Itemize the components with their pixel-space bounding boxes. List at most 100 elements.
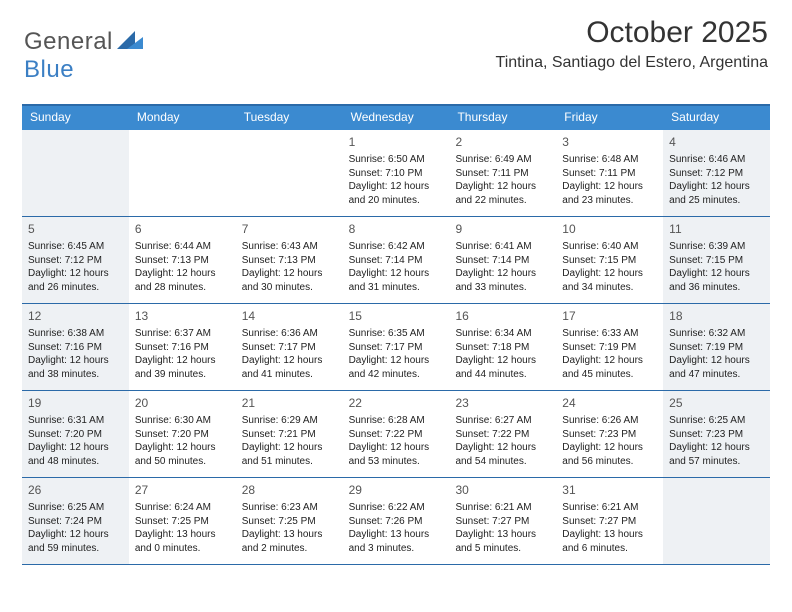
- sunset-text: Sunset: 7:27 PM: [455, 515, 552, 529]
- sunset-text: Sunset: 7:25 PM: [242, 515, 339, 529]
- calendar-cell: [663, 478, 770, 564]
- day-number: 3: [562, 134, 659, 150]
- daylight-text: Daylight: 12 hours and 23 minutes.: [562, 180, 659, 207]
- sunrise-text: Sunrise: 6:33 AM: [562, 327, 659, 341]
- calendar-header-cell: Thursday: [449, 106, 556, 130]
- day-number: 16: [455, 308, 552, 324]
- calendar-header-cell: Sunday: [22, 106, 129, 130]
- day-number: 10: [562, 221, 659, 237]
- sunrise-text: Sunrise: 6:45 AM: [28, 240, 125, 254]
- daylight-text: Daylight: 12 hours and 47 minutes.: [669, 354, 766, 381]
- calendar-cell: 2Sunrise: 6:49 AMSunset: 7:11 PMDaylight…: [449, 130, 556, 216]
- daylight-text: Daylight: 12 hours and 33 minutes.: [455, 267, 552, 294]
- calendar-cell: 5Sunrise: 6:45 AMSunset: 7:12 PMDaylight…: [22, 217, 129, 303]
- sunrise-text: Sunrise: 6:34 AM: [455, 327, 552, 341]
- sunset-text: Sunset: 7:27 PM: [562, 515, 659, 529]
- sunrise-text: Sunrise: 6:43 AM: [242, 240, 339, 254]
- sunset-text: Sunset: 7:25 PM: [135, 515, 232, 529]
- day-number: 22: [349, 395, 446, 411]
- day-number: 15: [349, 308, 446, 324]
- brand-logo: General Blue: [24, 28, 143, 84]
- day-number: 11: [669, 221, 766, 237]
- day-number: 18: [669, 308, 766, 324]
- sunrise-text: Sunrise: 6:35 AM: [349, 327, 446, 341]
- sunset-text: Sunset: 7:14 PM: [455, 254, 552, 268]
- calendar-cell: 28Sunrise: 6:23 AMSunset: 7:25 PMDayligh…: [236, 478, 343, 564]
- day-number: 1: [349, 134, 446, 150]
- brand-general: General: [24, 28, 113, 55]
- sunset-text: Sunset: 7:24 PM: [28, 515, 125, 529]
- sunrise-text: Sunrise: 6:29 AM: [242, 414, 339, 428]
- sunrise-text: Sunrise: 6:23 AM: [242, 501, 339, 515]
- day-number: 12: [28, 308, 125, 324]
- day-number: 31: [562, 482, 659, 498]
- calendar-cell: [129, 130, 236, 216]
- calendar-cell: 6Sunrise: 6:44 AMSunset: 7:13 PMDaylight…: [129, 217, 236, 303]
- sunrise-text: Sunrise: 6:49 AM: [455, 153, 552, 167]
- sunrise-text: Sunrise: 6:50 AM: [349, 153, 446, 167]
- day-number: 2: [455, 134, 552, 150]
- sunrise-text: Sunrise: 6:21 AM: [455, 501, 552, 515]
- calendar-cell: 7Sunrise: 6:43 AMSunset: 7:13 PMDaylight…: [236, 217, 343, 303]
- daylight-text: Daylight: 12 hours and 28 minutes.: [135, 267, 232, 294]
- sunrise-text: Sunrise: 6:38 AM: [28, 327, 125, 341]
- calendar-row: 5Sunrise: 6:45 AMSunset: 7:12 PMDaylight…: [22, 217, 770, 304]
- calendar-cell: 4Sunrise: 6:46 AMSunset: 7:12 PMDaylight…: [663, 130, 770, 216]
- day-number: 7: [242, 221, 339, 237]
- brand-text: General Blue: [24, 28, 143, 84]
- calendar-cell: 23Sunrise: 6:27 AMSunset: 7:22 PMDayligh…: [449, 391, 556, 477]
- daylight-text: Daylight: 12 hours and 53 minutes.: [349, 441, 446, 468]
- calendar-row: 19Sunrise: 6:31 AMSunset: 7:20 PMDayligh…: [22, 391, 770, 478]
- daylight-text: Daylight: 13 hours and 0 minutes.: [135, 528, 232, 555]
- daylight-text: Daylight: 12 hours and 25 minutes.: [669, 180, 766, 207]
- calendar-cell: 13Sunrise: 6:37 AMSunset: 7:16 PMDayligh…: [129, 304, 236, 390]
- daylight-text: Daylight: 12 hours and 26 minutes.: [28, 267, 125, 294]
- calendar-cell: 22Sunrise: 6:28 AMSunset: 7:22 PMDayligh…: [343, 391, 450, 477]
- sunset-text: Sunset: 7:22 PM: [455, 428, 552, 442]
- daylight-text: Daylight: 12 hours and 22 minutes.: [455, 180, 552, 207]
- sunset-text: Sunset: 7:15 PM: [562, 254, 659, 268]
- calendar-header-cell: Friday: [556, 106, 663, 130]
- daylight-text: Daylight: 12 hours and 59 minutes.: [28, 528, 125, 555]
- day-number: 20: [135, 395, 232, 411]
- daylight-text: Daylight: 12 hours and 34 minutes.: [562, 267, 659, 294]
- calendar-body: 1Sunrise: 6:50 AMSunset: 7:10 PMDaylight…: [22, 130, 770, 565]
- calendar-cell: 24Sunrise: 6:26 AMSunset: 7:23 PMDayligh…: [556, 391, 663, 477]
- brand-sail-icon: [117, 28, 143, 55]
- sunset-text: Sunset: 7:20 PM: [28, 428, 125, 442]
- sunset-text: Sunset: 7:18 PM: [455, 341, 552, 355]
- calendar-row: 26Sunrise: 6:25 AMSunset: 7:24 PMDayligh…: [22, 478, 770, 565]
- daylight-text: Daylight: 12 hours and 41 minutes.: [242, 354, 339, 381]
- sunset-text: Sunset: 7:13 PM: [135, 254, 232, 268]
- day-number: 28: [242, 482, 339, 498]
- daylight-text: Daylight: 12 hours and 20 minutes.: [349, 180, 446, 207]
- calendar-cell: 31Sunrise: 6:21 AMSunset: 7:27 PMDayligh…: [556, 478, 663, 564]
- calendar-cell: 8Sunrise: 6:42 AMSunset: 7:14 PMDaylight…: [343, 217, 450, 303]
- sunset-text: Sunset: 7:12 PM: [28, 254, 125, 268]
- daylight-text: Daylight: 12 hours and 56 minutes.: [562, 441, 659, 468]
- day-number: 25: [669, 395, 766, 411]
- day-number: 23: [455, 395, 552, 411]
- day-number: 29: [349, 482, 446, 498]
- day-number: 17: [562, 308, 659, 324]
- sunrise-text: Sunrise: 6:36 AM: [242, 327, 339, 341]
- calendar-cell: 11Sunrise: 6:39 AMSunset: 7:15 PMDayligh…: [663, 217, 770, 303]
- sunset-text: Sunset: 7:12 PM: [669, 167, 766, 181]
- calendar-row: 1Sunrise: 6:50 AMSunset: 7:10 PMDaylight…: [22, 130, 770, 217]
- calendar-cell: 1Sunrise: 6:50 AMSunset: 7:10 PMDaylight…: [343, 130, 450, 216]
- calendar-cell: 27Sunrise: 6:24 AMSunset: 7:25 PMDayligh…: [129, 478, 236, 564]
- sunrise-text: Sunrise: 6:42 AM: [349, 240, 446, 254]
- day-number: 4: [669, 134, 766, 150]
- sunset-text: Sunset: 7:17 PM: [349, 341, 446, 355]
- sunset-text: Sunset: 7:13 PM: [242, 254, 339, 268]
- sunrise-text: Sunrise: 6:28 AM: [349, 414, 446, 428]
- calendar-header-cell: Wednesday: [343, 106, 450, 130]
- sunrise-text: Sunrise: 6:25 AM: [669, 414, 766, 428]
- daylight-text: Daylight: 12 hours and 45 minutes.: [562, 354, 659, 381]
- calendar-cell: 19Sunrise: 6:31 AMSunset: 7:20 PMDayligh…: [22, 391, 129, 477]
- sunrise-text: Sunrise: 6:24 AM: [135, 501, 232, 515]
- calendar-header-cell: Tuesday: [236, 106, 343, 130]
- calendar-cell: 9Sunrise: 6:41 AMSunset: 7:14 PMDaylight…: [449, 217, 556, 303]
- month-title: October 2025: [496, 16, 768, 50]
- daylight-text: Daylight: 12 hours and 48 minutes.: [28, 441, 125, 468]
